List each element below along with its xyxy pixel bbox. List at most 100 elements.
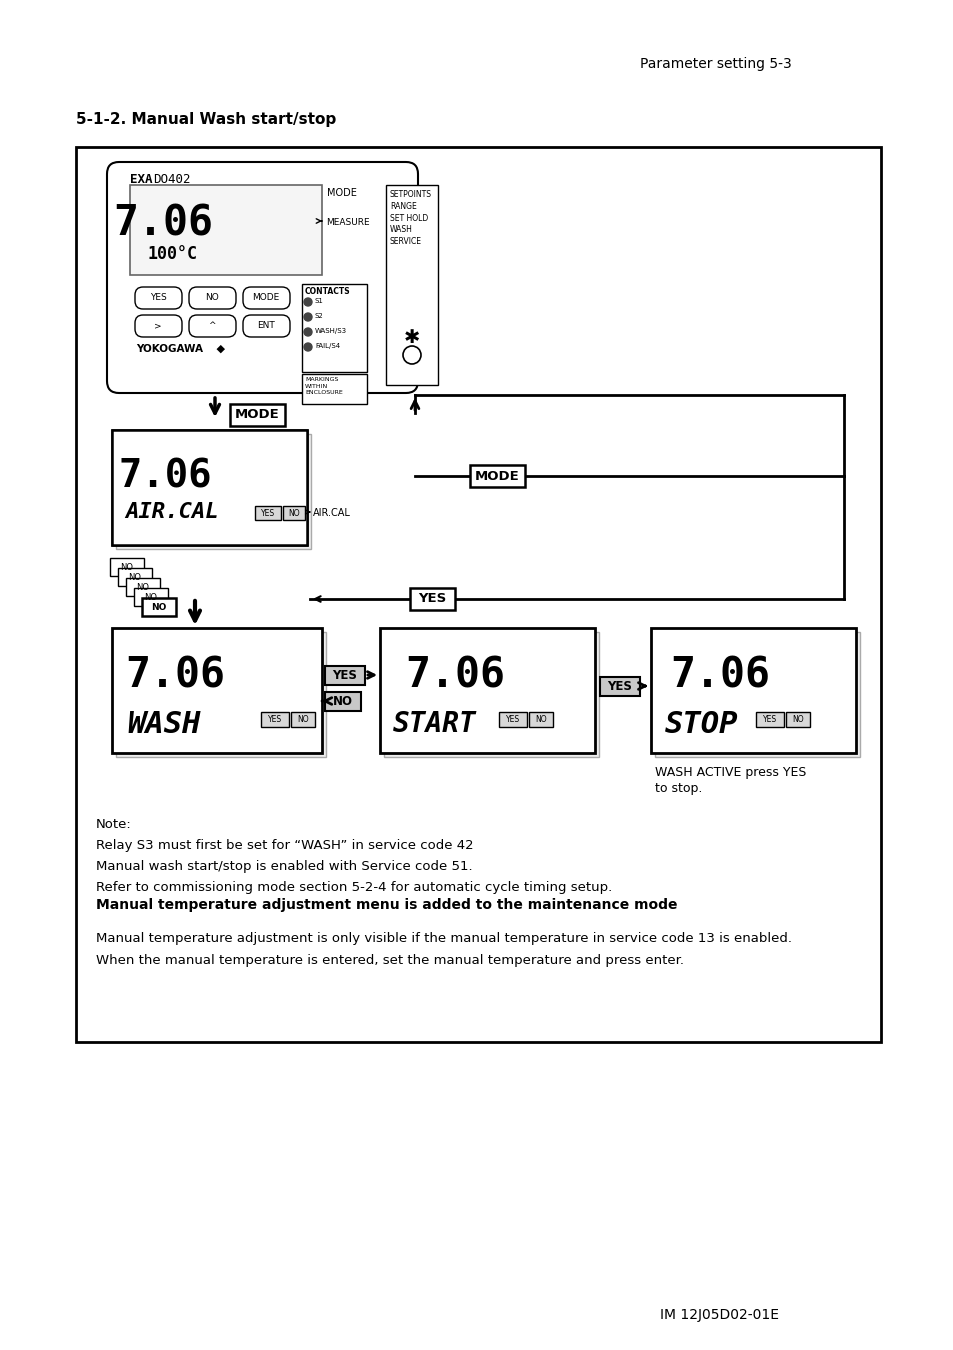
FancyBboxPatch shape xyxy=(243,288,290,309)
Text: WASH: WASH xyxy=(127,710,200,738)
Text: YES: YES xyxy=(261,509,274,517)
Text: YES: YES xyxy=(268,716,282,724)
Bar xyxy=(142,598,175,616)
Text: YES: YES xyxy=(505,716,519,724)
Circle shape xyxy=(304,343,312,351)
Bar xyxy=(110,558,144,576)
FancyBboxPatch shape xyxy=(135,288,182,309)
Text: 7.06: 7.06 xyxy=(405,655,504,697)
Text: 7.06: 7.06 xyxy=(125,655,225,697)
Text: NO: NO xyxy=(120,563,133,571)
FancyBboxPatch shape xyxy=(189,315,235,338)
Text: 100°C: 100°C xyxy=(148,244,198,263)
Bar xyxy=(118,568,152,586)
Bar xyxy=(130,185,322,275)
Bar xyxy=(261,711,289,728)
Text: WASH/S3: WASH/S3 xyxy=(314,328,347,333)
Bar xyxy=(112,431,307,545)
Bar xyxy=(302,284,367,373)
Text: NO: NO xyxy=(144,593,157,602)
Bar xyxy=(599,676,639,697)
FancyBboxPatch shape xyxy=(135,315,182,338)
Text: MODE: MODE xyxy=(253,293,279,302)
Text: ◆: ◆ xyxy=(213,344,225,354)
Text: Refer to commissioning mode section 5-2-4 for automatic cycle timing setup.: Refer to commissioning mode section 5-2-… xyxy=(96,882,612,894)
Text: AIR.CAL: AIR.CAL xyxy=(125,502,218,522)
Bar xyxy=(498,711,526,728)
Text: YOKOGAWA: YOKOGAWA xyxy=(136,344,203,354)
Text: NO: NO xyxy=(297,716,309,724)
Text: WASH ACTIVE press YES: WASH ACTIVE press YES xyxy=(655,765,805,779)
Bar xyxy=(112,431,307,545)
Text: NO: NO xyxy=(205,293,218,302)
Text: Parameter setting 5-3: Parameter setting 5-3 xyxy=(639,57,791,72)
Bar xyxy=(116,433,311,549)
Text: MODE: MODE xyxy=(234,409,279,421)
Bar xyxy=(116,632,326,757)
Bar xyxy=(254,506,281,520)
Bar xyxy=(379,628,595,753)
Bar xyxy=(291,711,314,728)
Text: NO: NO xyxy=(152,602,167,612)
Text: Note:: Note: xyxy=(96,818,132,832)
Text: Manual temperature adjustment is only visible if the manual temperature in servi: Manual temperature adjustment is only vi… xyxy=(96,931,791,945)
Text: NO: NO xyxy=(535,716,546,724)
Text: ✱: ✱ xyxy=(403,328,419,347)
Text: S2: S2 xyxy=(314,313,323,319)
Bar xyxy=(126,578,160,595)
FancyBboxPatch shape xyxy=(243,315,290,338)
Text: NO: NO xyxy=(791,716,803,724)
Text: CONTACTS: CONTACTS xyxy=(305,288,351,296)
Circle shape xyxy=(304,313,312,321)
Text: 7.06: 7.06 xyxy=(112,202,213,244)
Bar xyxy=(133,589,168,606)
Text: IM 12J05D02-01E: IM 12J05D02-01E xyxy=(659,1308,779,1322)
Text: When the manual temperature is entered, set the manual temperature and press ent: When the manual temperature is entered, … xyxy=(96,954,683,967)
Bar xyxy=(302,374,367,404)
Bar xyxy=(655,632,859,757)
Bar xyxy=(76,147,880,1042)
Text: MODE: MODE xyxy=(327,188,356,198)
Bar xyxy=(755,711,783,728)
Bar xyxy=(529,711,553,728)
Text: >: > xyxy=(154,321,162,331)
Text: Manual temperature adjustment menu is added to the maintenance mode: Manual temperature adjustment menu is ad… xyxy=(96,898,677,913)
Text: FAIL/S4: FAIL/S4 xyxy=(314,343,340,350)
Bar xyxy=(230,404,285,427)
Text: STOP: STOP xyxy=(664,710,738,738)
Text: to stop.: to stop. xyxy=(655,782,701,795)
Bar xyxy=(410,589,455,610)
FancyBboxPatch shape xyxy=(107,162,417,393)
Text: ^: ^ xyxy=(208,321,215,331)
Text: MODE: MODE xyxy=(475,470,518,482)
Text: NO: NO xyxy=(129,572,141,582)
Text: S1: S1 xyxy=(314,298,323,304)
Text: YES: YES xyxy=(333,670,357,682)
Text: START: START xyxy=(393,710,476,738)
Text: YES: YES xyxy=(762,716,777,724)
Text: EXA: EXA xyxy=(130,173,152,186)
Text: MARKINGS
WITHIN
ENCLOSURE: MARKINGS WITHIN ENCLOSURE xyxy=(305,377,342,396)
Text: NO: NO xyxy=(136,582,150,591)
Bar xyxy=(283,506,305,520)
Text: 7.06: 7.06 xyxy=(118,458,212,495)
Text: MEASURE: MEASURE xyxy=(326,217,369,227)
Text: ENT: ENT xyxy=(257,321,274,331)
Bar xyxy=(325,693,360,711)
Bar xyxy=(470,464,524,487)
Text: NO: NO xyxy=(288,509,299,517)
Text: AIR.CAL: AIR.CAL xyxy=(313,508,351,518)
Bar xyxy=(384,632,598,757)
FancyBboxPatch shape xyxy=(189,288,235,309)
Bar xyxy=(785,711,809,728)
Text: YES: YES xyxy=(607,680,632,693)
Bar xyxy=(112,628,322,753)
Circle shape xyxy=(304,298,312,306)
Bar xyxy=(325,666,365,684)
Bar xyxy=(386,185,437,385)
Circle shape xyxy=(304,328,312,336)
Text: SETPOINTS
RANGE
SET HOLD
WASH
SERVICE: SETPOINTS RANGE SET HOLD WASH SERVICE xyxy=(390,190,432,246)
Text: 5-1-2. Manual Wash start/stop: 5-1-2. Manual Wash start/stop xyxy=(76,112,335,127)
Text: YES: YES xyxy=(150,293,166,302)
Text: Relay S3 must first be set for “WASH” in service code 42: Relay S3 must first be set for “WASH” in… xyxy=(96,838,473,852)
